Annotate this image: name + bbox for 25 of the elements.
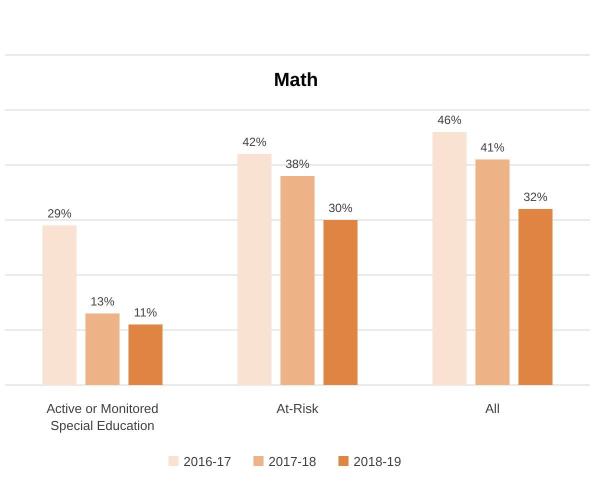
data-label: 41% — [480, 140, 505, 154]
bar — [238, 154, 272, 385]
data-label: 11% — [134, 306, 158, 320]
bar — [432, 132, 466, 385]
data-label: 42% — [242, 135, 267, 149]
legend-label: 2016-17 — [184, 454, 232, 469]
bar — [476, 160, 510, 385]
x-tick-label: At-Risk — [276, 401, 319, 416]
data-label: 29% — [47, 206, 72, 220]
text: Math — [274, 70, 318, 91]
legend-label: 2017-18 — [268, 454, 316, 469]
bar — [86, 314, 120, 385]
bar — [128, 324, 162, 385]
data-label: 30% — [328, 201, 353, 215]
bar — [324, 220, 358, 385]
legend-label: 2018-19 — [354, 454, 402, 469]
data-label: 38% — [285, 157, 310, 171]
data-label: 13% — [90, 294, 115, 308]
x-tick-label: Active or Monitored Special Education — [46, 401, 158, 433]
data-label: 32% — [523, 190, 548, 204]
data-label: 46% — [437, 113, 462, 127]
bar — [518, 209, 552, 385]
bar — [42, 226, 76, 385]
bar — [280, 176, 314, 385]
x-tick-label: All — [485, 401, 500, 416]
